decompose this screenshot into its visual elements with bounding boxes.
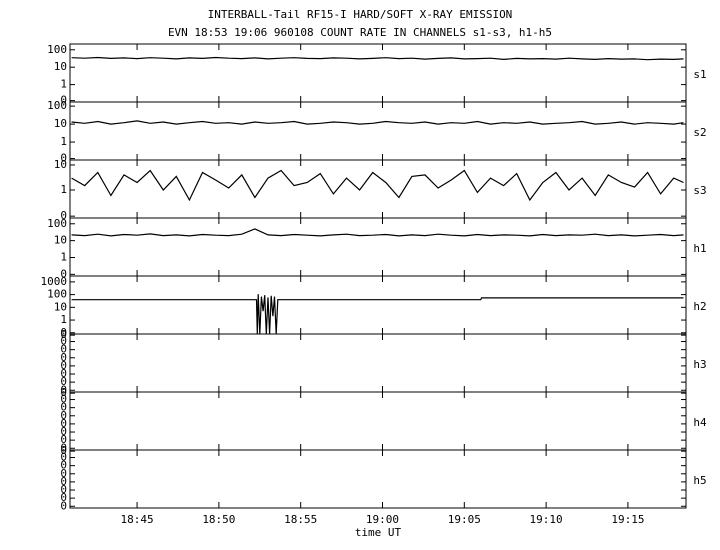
chart-title: INTERBALL-Tail RF15-I HARD/SOFT X-RAY EM… — [208, 8, 513, 21]
y-tick-label: 0 — [60, 459, 67, 472]
panel-frame — [69, 275, 687, 335]
trace — [71, 120, 684, 125]
panel-frame — [69, 391, 687, 451]
y-tick-label: 0 — [60, 441, 67, 454]
y-tick-label: 0 — [60, 343, 67, 356]
y-tick-label: 0 — [60, 335, 67, 348]
x-tick-label: 19:00 — [366, 513, 399, 526]
trace — [71, 228, 684, 237]
y-tick-label: 100 — [47, 288, 67, 301]
y-tick-label: 0 — [60, 409, 67, 422]
channel-label: s3 — [693, 184, 706, 197]
x-axis-label: time UT — [355, 526, 402, 539]
y-tick-label: 0 — [60, 444, 67, 457]
channel-label: h4 — [693, 416, 707, 429]
y-tick-label: 0 — [60, 475, 67, 488]
y-tick-label: 10 — [54, 300, 67, 313]
y-tick-label: 0 — [60, 491, 67, 504]
y-tick-label: 0 — [60, 417, 67, 430]
x-tick-label: 18:50 — [202, 513, 235, 526]
y-tick-label: 0 — [60, 267, 67, 280]
panel-frame — [69, 101, 687, 161]
y-tick-label: 0 — [60, 328, 67, 341]
panel-frame — [69, 217, 687, 277]
y-tick-label: 1 — [60, 78, 67, 91]
y-tick-label: 0 — [60, 433, 67, 446]
trace — [71, 56, 684, 61]
channel-label: s1 — [693, 68, 706, 81]
x-tick-label: 19:15 — [611, 513, 644, 526]
y-tick-label: 1000 — [41, 275, 68, 288]
channel-label: h1 — [693, 242, 706, 255]
panel-frame — [69, 43, 687, 103]
y-tick-label: 100 — [47, 217, 67, 230]
y-tick-label: 100 — [47, 99, 67, 112]
channel-label: h3 — [693, 358, 706, 371]
chart-subtitle: EVN 18:53 19:06 960108 COUNT RATE IN CHA… — [168, 26, 552, 39]
y-tick-label: 10 — [54, 60, 67, 73]
y-tick-label: 1 — [60, 183, 67, 196]
panel-frame — [69, 333, 687, 393]
y-tick-label: 10 — [54, 158, 67, 171]
channel-label: s2 — [693, 126, 706, 139]
y-tick-label: 1 — [60, 313, 67, 326]
y-tick-label: 0 — [60, 393, 67, 406]
x-tick-label: 18:55 — [284, 513, 317, 526]
y-tick-label: 0 — [60, 351, 67, 364]
y-tick-label: 0 — [60, 499, 67, 512]
y-tick-label: 0 — [60, 425, 67, 438]
trace — [71, 169, 684, 202]
y-tick-label: 0 — [60, 467, 67, 480]
y-tick-label: 0 — [60, 386, 67, 399]
y-tick-label: 0 — [60, 451, 67, 464]
x-tick-label: 18:45 — [121, 513, 154, 526]
y-tick-label: 0 — [60, 359, 67, 372]
y-tick-label: 1 — [60, 251, 67, 264]
y-tick-label: 0 — [60, 367, 67, 380]
x-tick-label: 19:10 — [530, 513, 563, 526]
y-tick-label: 1 — [60, 135, 67, 148]
y-tick-label: 0 — [60, 401, 67, 414]
y-tick-label: 10 — [54, 117, 67, 130]
y-tick-label: 0 — [60, 375, 67, 388]
channel-label: h2 — [693, 300, 706, 313]
x-tick-label: 19:05 — [448, 513, 481, 526]
y-tick-label: 0 — [60, 152, 67, 165]
channel-label: h5 — [693, 474, 706, 487]
y-tick-label: 0 — [60, 383, 67, 396]
y-tick-label: 100 — [47, 43, 67, 56]
y-tick-label: 0 — [60, 94, 67, 107]
y-tick-label: 0 — [60, 209, 67, 222]
trace — [71, 294, 684, 335]
y-tick-label: 0 — [60, 326, 67, 339]
y-tick-label: 10 — [54, 234, 67, 247]
panel-frame — [69, 449, 687, 509]
y-tick-label: 0 — [60, 483, 67, 496]
